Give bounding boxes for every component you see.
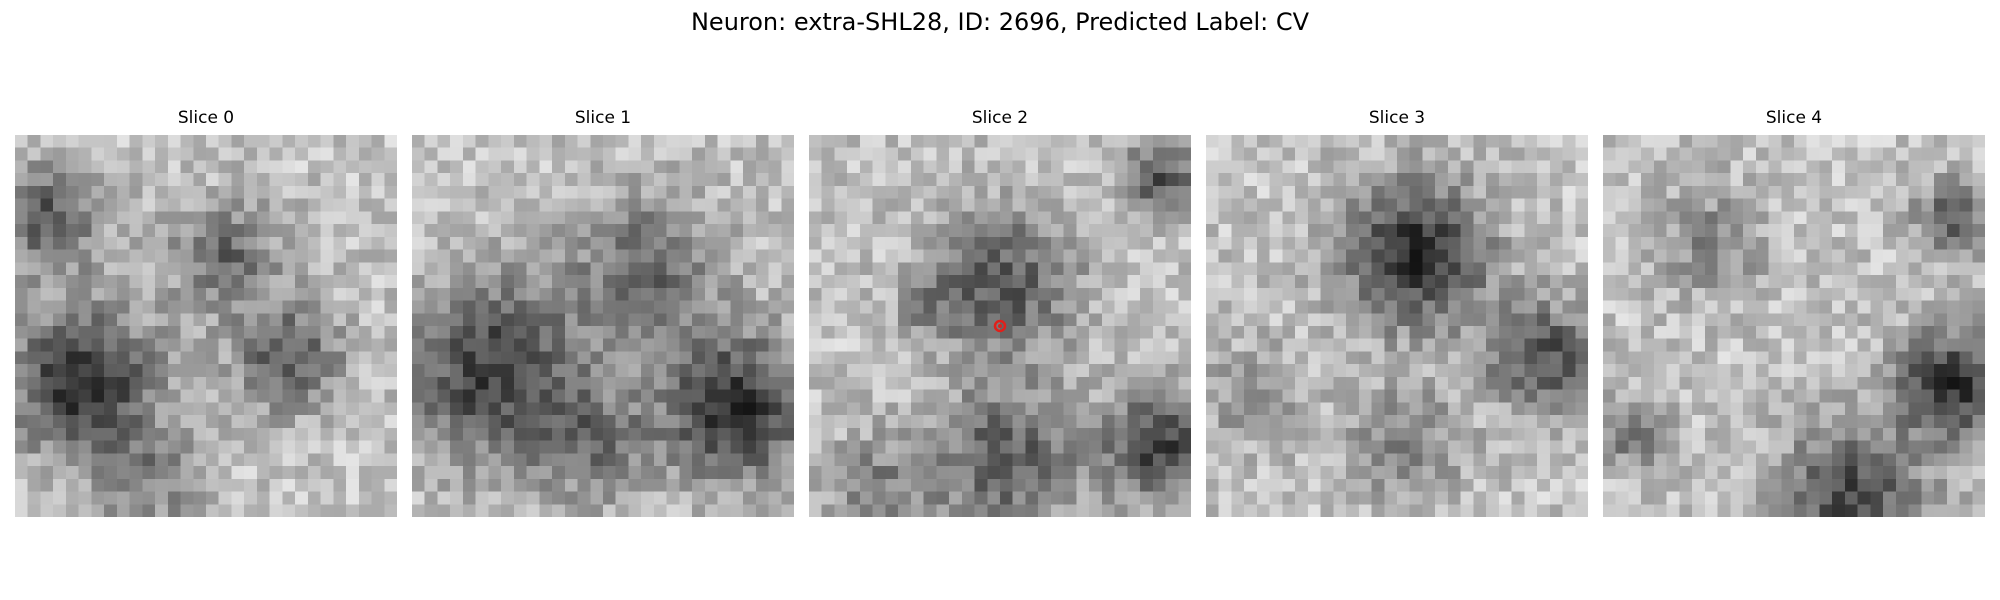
slice-3-image <box>1206 135 1588 517</box>
slice-0-title: Slice 0 <box>177 108 235 128</box>
slice-2-title: Slice 2 <box>971 108 1029 128</box>
slice-2-image <box>809 135 1191 517</box>
slice-4-image <box>1603 135 1985 517</box>
slice-4-title: Slice 4 <box>1765 108 1823 128</box>
slice-0-image <box>15 135 397 517</box>
center-marker-icon <box>993 319 1007 333</box>
slice-1-image <box>412 135 794 517</box>
slice-1-title: Slice 1 <box>574 108 632 128</box>
slice-3-title: Slice 3 <box>1368 108 1426 128</box>
figure-title: Neuron: extra-SHL28, ID: 2696, Predicted… <box>690 8 1310 36</box>
